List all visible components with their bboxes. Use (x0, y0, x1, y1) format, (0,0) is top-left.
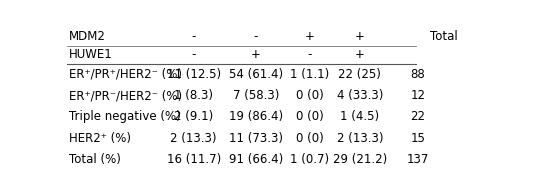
Text: 7 (58.3): 7 (58.3) (233, 89, 279, 102)
Text: 1 (8.3): 1 (8.3) (174, 89, 213, 102)
Text: 2 (13.3): 2 (13.3) (337, 132, 383, 145)
Text: 0 (0): 0 (0) (296, 89, 324, 102)
Text: ER⁺/PR⁻/HER2⁻ (%): ER⁺/PR⁻/HER2⁻ (%) (69, 89, 182, 102)
Text: 1 (1.1): 1 (1.1) (291, 68, 330, 81)
Text: 1 (0.7): 1 (0.7) (291, 153, 330, 166)
Text: 91 (66.4): 91 (66.4) (229, 153, 283, 166)
Text: 4 (33.3): 4 (33.3) (337, 89, 383, 102)
Text: 15: 15 (411, 132, 426, 145)
Text: +: + (355, 30, 365, 43)
Text: 54 (61.4): 54 (61.4) (229, 68, 283, 81)
Text: 0 (0): 0 (0) (296, 110, 324, 123)
Text: +: + (305, 30, 315, 43)
Text: -: - (191, 48, 196, 61)
Text: HER2⁺ (%): HER2⁺ (%) (69, 132, 131, 145)
Text: 137: 137 (407, 153, 429, 166)
Text: 0 (0): 0 (0) (296, 132, 324, 145)
Text: 11 (12.5): 11 (12.5) (167, 68, 221, 81)
Text: 12: 12 (411, 89, 426, 102)
Text: MDM2: MDM2 (69, 30, 106, 43)
Text: HUWE1: HUWE1 (69, 48, 113, 61)
Text: Total (%): Total (%) (69, 153, 121, 166)
Text: -: - (191, 30, 196, 43)
Text: +: + (355, 48, 365, 61)
Text: -: - (254, 30, 258, 43)
Text: 88: 88 (411, 68, 426, 81)
Text: ER⁺/PR⁺/HER2⁻ (%): ER⁺/PR⁺/HER2⁻ (%) (69, 68, 182, 81)
Text: 11 (73.3): 11 (73.3) (229, 132, 283, 145)
Text: 22: 22 (411, 110, 426, 123)
Text: Total: Total (430, 30, 458, 43)
Text: +: + (251, 48, 261, 61)
Text: 16 (11.7): 16 (11.7) (167, 153, 221, 166)
Text: 1 (4.5): 1 (4.5) (340, 110, 379, 123)
Text: -: - (308, 48, 312, 61)
Text: Triple negative (%): Triple negative (%) (69, 110, 181, 123)
Text: 22 (25): 22 (25) (338, 68, 381, 81)
Text: 2 (9.1): 2 (9.1) (174, 110, 213, 123)
Text: 29 (21.2): 29 (21.2) (333, 153, 387, 166)
Text: 2 (13.3): 2 (13.3) (170, 132, 217, 145)
Text: 19 (86.4): 19 (86.4) (229, 110, 283, 123)
